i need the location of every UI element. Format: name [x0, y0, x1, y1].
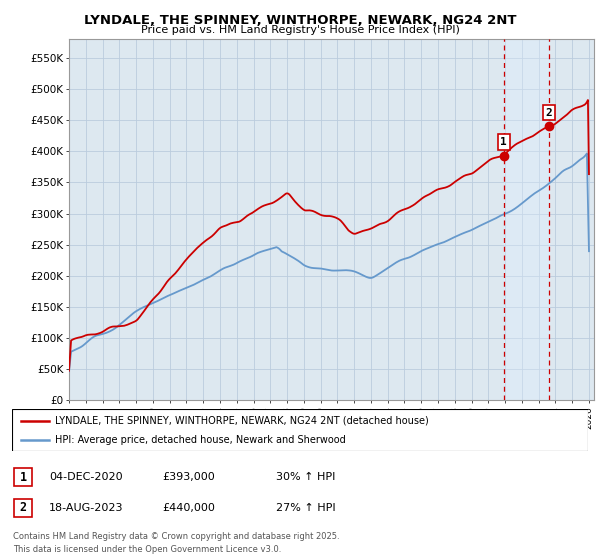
Text: Price paid vs. HM Land Registry's House Price Index (HPI): Price paid vs. HM Land Registry's House … [140, 25, 460, 35]
Text: 27% ↑ HPI: 27% ↑ HPI [276, 503, 335, 513]
FancyBboxPatch shape [12, 409, 588, 451]
FancyBboxPatch shape [14, 499, 32, 517]
Text: 1: 1 [20, 470, 26, 484]
FancyBboxPatch shape [14, 468, 32, 486]
Text: LYNDALE, THE SPINNEY, WINTHORPE, NEWARK, NG24 2NT: LYNDALE, THE SPINNEY, WINTHORPE, NEWARK,… [84, 14, 516, 27]
Text: £393,000: £393,000 [162, 472, 215, 482]
Text: 04-DEC-2020: 04-DEC-2020 [49, 472, 123, 482]
Text: HPI: Average price, detached house, Newark and Sherwood: HPI: Average price, detached house, Newa… [55, 435, 346, 445]
Text: LYNDALE, THE SPINNEY, WINTHORPE, NEWARK, NG24 2NT (detached house): LYNDALE, THE SPINNEY, WINTHORPE, NEWARK,… [55, 416, 429, 426]
Text: 2: 2 [545, 108, 553, 118]
Text: Contains HM Land Registry data © Crown copyright and database right 2025.
This d: Contains HM Land Registry data © Crown c… [13, 532, 340, 553]
Text: 30% ↑ HPI: 30% ↑ HPI [276, 472, 335, 482]
Text: £440,000: £440,000 [162, 503, 215, 513]
Text: 2: 2 [20, 501, 26, 515]
Text: 18-AUG-2023: 18-AUG-2023 [49, 503, 124, 513]
Text: 1: 1 [500, 137, 507, 147]
Bar [504, 39, 549, 400]
